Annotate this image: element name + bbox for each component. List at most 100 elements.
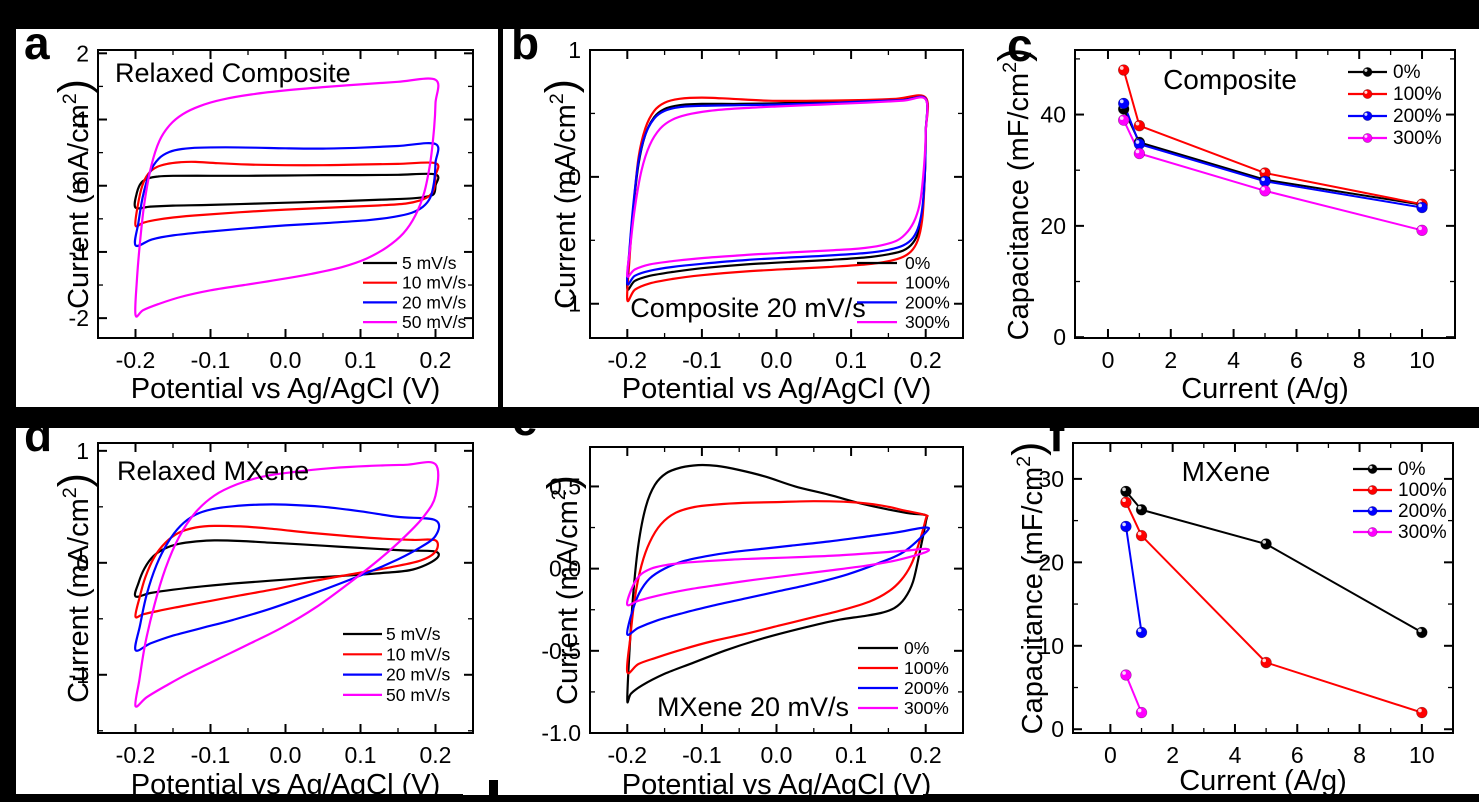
x-tick-label: 0.0 [761, 347, 793, 373]
series-layer [133, 461, 441, 708]
x-tick-label: -0.2 [607, 742, 647, 768]
x-axis-title: Potential vs Ag/AgCl (V) [622, 373, 931, 405]
data-line-0- [1125, 490, 1423, 634]
legend-label: 100% [1393, 84, 1442, 105]
data-line-300- [1125, 674, 1143, 713]
x-tick-label: -0.1 [682, 742, 722, 768]
series-layer [1125, 490, 1423, 714]
legend: 5 mV/s10 mV/s20 mV/s50 mV/s [343, 624, 450, 705]
bottom-border-left [15, 794, 463, 802]
data-line-0- [1122, 108, 1423, 206]
x-tick-label: 0.2 [910, 742, 942, 768]
x-tick-label: -0.1 [682, 347, 722, 373]
data-point-marker [1120, 520, 1132, 533]
ticks [590, 49, 963, 338]
panel-title: MXene [1182, 456, 1271, 487]
legend-marker [1367, 506, 1378, 516]
data-point-marker [1117, 114, 1130, 126]
cv-curve-0- [626, 463, 929, 704]
legend-marker [1362, 133, 1373, 143]
data-point-marker [1117, 97, 1130, 110]
data-point-marker [1135, 504, 1148, 516]
legend-label: 300% [904, 698, 949, 718]
cv-curve-300- [625, 547, 931, 607]
data-point-marker [1416, 706, 1428, 719]
chart-e-mxene-strain-cv: -0.2 -0.1 0.0 0.1 0.2 0.5 0.0 -0.5 -1.0 Potential… [539, 446, 964, 801]
panel-letter-c: c [1007, 19, 1033, 71]
divider-remnant [489, 780, 498, 802]
x-tick-label: 10 [1409, 347, 1435, 373]
cv-curve-5-mV-s [133, 539, 440, 598]
data-point-marker [1259, 185, 1271, 197]
legend-label: 5 mV/s [402, 253, 457, 273]
legend-label: 10 mV/s [386, 644, 450, 664]
x-tick-label: -0.1 [191, 742, 231, 768]
y-tick-label: 0 [568, 164, 581, 190]
data-line-200- [1125, 526, 1143, 633]
ticks [1075, 50, 1455, 339]
legend-label: 300% [905, 312, 950, 332]
legend-label: 0% [1393, 62, 1421, 83]
x-tick-label: 6 [1291, 742, 1304, 768]
data-point-marker [1416, 224, 1428, 237]
legend-label: 300% [1393, 128, 1442, 149]
legend-marker [1367, 527, 1378, 537]
legend-label: 0% [904, 638, 929, 658]
y-tick-label: 0 [76, 550, 89, 576]
cv-curve-20-mV-s [134, 503, 441, 652]
legend: 0%100%200%300% [858, 638, 949, 718]
series-layer [625, 94, 930, 303]
x-tick-label: 2 [1164, 347, 1177, 373]
y-tick-label: 1 [76, 107, 89, 133]
y-axis-title: Current (mA/cm2) [537, 79, 585, 309]
x-tick-label: 0.1 [835, 742, 867, 768]
legend: 0%100%200%300% [1348, 62, 1442, 149]
y-axis-title: Capacitance (mF/cm2) [990, 48, 1038, 341]
y-tick-label: 0 [76, 173, 89, 199]
legend: 5 mV/s10 mV/s20 mV/s50 mV/s [363, 253, 466, 332]
y-tick-label: 0 [1053, 324, 1066, 350]
x-axis-title: Potential vs Ag/AgCl (V) [131, 373, 440, 405]
cv-curve-300- [626, 96, 929, 278]
x-tick-label: 2 [1166, 742, 1179, 768]
data-line-100- [1122, 69, 1423, 206]
x-tick-label: 0.0 [270, 347, 302, 373]
y-tick-label: 0.0 [549, 556, 581, 582]
x-tick-label: -0.2 [116, 742, 156, 768]
x-tick-label: -0.1 [191, 347, 231, 373]
data-line-100- [1125, 501, 1423, 714]
legend-label: 10 mV/s [402, 273, 466, 293]
legend-label: 20 mV/s [402, 292, 466, 312]
data-point-marker [1133, 119, 1146, 132]
bottom-border-right [923, 794, 1479, 802]
data-point-marker [1117, 64, 1130, 76]
y-tick-label: 40 [1040, 102, 1066, 128]
x-tick-label: 0 [1102, 347, 1115, 373]
y-tick-label: 1 [568, 37, 581, 63]
data-line-200- [1122, 103, 1423, 209]
panel-title: Composite [1163, 64, 1297, 95]
cv-curve-5-mV-s [133, 172, 440, 210]
data-point-marker [1135, 626, 1148, 639]
y-tick-label: 1 [76, 438, 89, 464]
y-axis-title: Current (mA/cm2) [539, 475, 587, 705]
legend-label: 100% [1398, 480, 1447, 501]
cv-curve-200- [625, 526, 931, 636]
x-tick-label: -0.2 [116, 347, 156, 373]
panel-title: MXene 20 mV/s [657, 692, 849, 722]
legend-label: 50 mV/s [402, 312, 466, 332]
legend-marker [1362, 111, 1373, 121]
x-tick-label: 0.1 [345, 742, 377, 768]
cv-curve-50-mV-s [134, 77, 440, 318]
data-point-marker [1416, 201, 1428, 214]
panel-letter-b: b [511, 17, 540, 69]
x-tick-label: 0.0 [761, 742, 793, 768]
panel-a-background [16, 29, 498, 407]
legend-label: 200% [904, 678, 949, 698]
x-axis-title: Potential vs Ag/AgCl (V) [622, 769, 931, 801]
y-tick-label: 20 [1040, 213, 1066, 239]
y-tick-label: -0.5 [541, 638, 581, 664]
panel-bc-background [503, 29, 1479, 407]
y-axis-title: Capacitance (mF/cm2) [1004, 442, 1052, 735]
data-point-marker [1260, 538, 1272, 550]
